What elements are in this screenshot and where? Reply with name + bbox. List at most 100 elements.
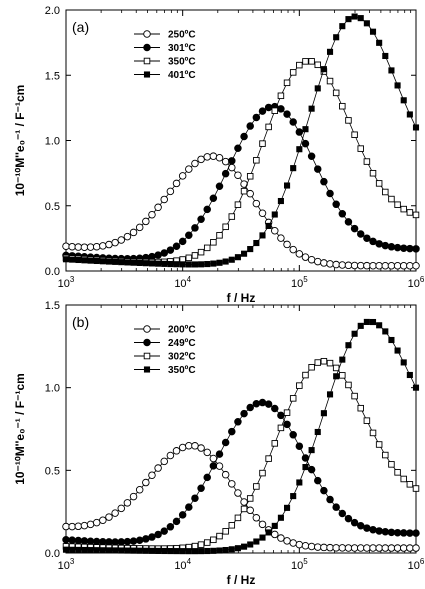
panel-label: (a) xyxy=(72,19,89,35)
data-point xyxy=(185,261,192,268)
data-point xyxy=(86,520,95,529)
data-point xyxy=(222,258,229,265)
data-point xyxy=(234,514,242,522)
data-point xyxy=(363,524,371,532)
data-point xyxy=(301,139,310,148)
data-point xyxy=(185,503,193,511)
data-point xyxy=(252,113,261,122)
data-point xyxy=(216,547,223,554)
legend-entry: 401ºC xyxy=(168,70,196,81)
data-point xyxy=(326,260,334,268)
data-point xyxy=(382,52,389,60)
data-point xyxy=(295,540,304,549)
legend-marker xyxy=(143,57,151,65)
data-point xyxy=(105,538,113,546)
data-point xyxy=(93,547,100,554)
data-point xyxy=(93,257,100,265)
data-point xyxy=(339,372,346,379)
data-point xyxy=(142,217,150,226)
data-point xyxy=(178,511,187,519)
data-point xyxy=(308,364,315,371)
data-point xyxy=(142,547,149,554)
data-point xyxy=(344,514,353,523)
data-point xyxy=(369,237,377,246)
data-point xyxy=(221,438,230,447)
data-point xyxy=(204,261,211,268)
data-point xyxy=(412,262,420,270)
data-point xyxy=(314,165,322,173)
data-point xyxy=(265,455,272,462)
data-point xyxy=(381,262,390,270)
data-point xyxy=(123,537,132,546)
series-line xyxy=(65,155,417,267)
data-point xyxy=(388,195,395,203)
data-point xyxy=(283,537,291,545)
data-point xyxy=(271,404,279,413)
data-point xyxy=(203,244,211,252)
data-point xyxy=(277,424,285,432)
data-point xyxy=(356,544,365,552)
data-point xyxy=(301,541,310,550)
data-point xyxy=(74,243,83,251)
data-point xyxy=(246,122,254,130)
data-point xyxy=(216,532,223,540)
data-point xyxy=(178,172,187,180)
data-point xyxy=(130,259,137,266)
data-point xyxy=(296,146,303,153)
data-point xyxy=(369,169,377,177)
legend-marker xyxy=(143,338,151,347)
data-point xyxy=(375,544,383,552)
data-point xyxy=(344,218,353,226)
data-point xyxy=(320,177,328,186)
data-point xyxy=(412,485,420,492)
data-point xyxy=(345,342,352,349)
data-point xyxy=(259,534,266,541)
data-point xyxy=(399,244,408,252)
data-point xyxy=(271,522,278,529)
data-point xyxy=(264,400,273,408)
data-point xyxy=(344,261,353,270)
data-point xyxy=(412,384,420,391)
data-point xyxy=(62,522,70,531)
data-point xyxy=(198,261,205,268)
data-point xyxy=(332,260,340,269)
data-point xyxy=(356,522,365,530)
data-point xyxy=(209,462,218,470)
data-point xyxy=(222,223,229,231)
y-tick-label: 0.5 xyxy=(45,465,60,477)
data-point xyxy=(173,261,180,268)
data-point xyxy=(62,256,70,263)
data-point xyxy=(241,543,248,550)
series-open-circle xyxy=(62,442,420,552)
data-point xyxy=(118,547,125,554)
data-point xyxy=(301,253,310,261)
data-point xyxy=(326,359,334,367)
data-point xyxy=(290,165,297,172)
data-point xyxy=(74,522,83,531)
data-point xyxy=(320,543,328,552)
data-point xyxy=(240,187,248,195)
data-point xyxy=(135,223,144,232)
data-point xyxy=(265,123,272,131)
data-point xyxy=(307,152,316,160)
data-point xyxy=(351,330,358,337)
data-point xyxy=(382,328,389,335)
data-point xyxy=(142,535,150,543)
data-point xyxy=(136,547,143,554)
data-point xyxy=(112,258,119,265)
data-point xyxy=(333,373,340,380)
data-point xyxy=(357,15,364,22)
data-point xyxy=(277,92,285,100)
data-point xyxy=(356,230,365,238)
data-point xyxy=(234,201,242,208)
data-point xyxy=(351,13,358,20)
data-point xyxy=(283,240,291,249)
data-point xyxy=(136,259,143,266)
data-point xyxy=(320,410,327,417)
data-point xyxy=(178,237,187,246)
data-point xyxy=(234,254,241,261)
data-point xyxy=(241,250,248,257)
data-point xyxy=(332,544,340,552)
data-point xyxy=(345,16,352,23)
data-point xyxy=(191,159,199,168)
